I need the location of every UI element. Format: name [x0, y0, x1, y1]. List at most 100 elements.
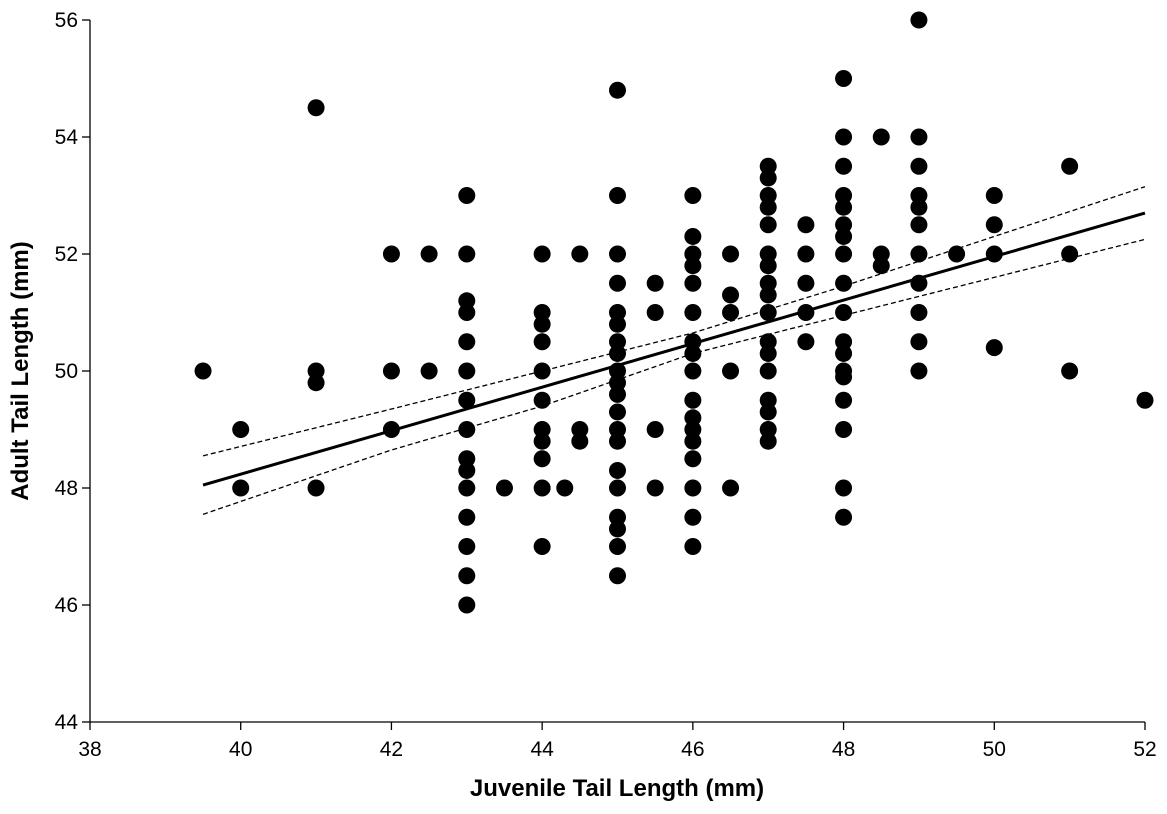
point [684, 274, 702, 292]
point [835, 198, 853, 216]
point [759, 245, 777, 263]
point [571, 432, 589, 450]
point [910, 11, 928, 29]
point [759, 286, 777, 304]
point [910, 245, 928, 263]
point [835, 304, 853, 321]
y-tick-label: 50 [55, 360, 78, 383]
point [609, 567, 626, 585]
point [307, 479, 325, 497]
point [759, 403, 777, 421]
point [458, 567, 476, 585]
point [684, 409, 702, 427]
point [307, 362, 325, 380]
point [722, 245, 740, 263]
point [910, 304, 928, 321]
y-tick-label: 44 [55, 711, 79, 734]
point [533, 304, 551, 321]
point [1136, 391, 1154, 409]
point [609, 520, 626, 538]
point [571, 245, 589, 263]
x-tick-label: 38 [78, 738, 101, 761]
point [759, 362, 777, 380]
point [458, 304, 476, 321]
point [759, 187, 777, 204]
point [759, 169, 777, 187]
point [759, 157, 777, 175]
point [759, 333, 777, 351]
point [382, 362, 400, 380]
point [382, 245, 400, 263]
point [533, 421, 551, 438]
point [797, 216, 815, 234]
point [722, 362, 740, 380]
point [759, 198, 777, 216]
x-tick-label: 46 [681, 738, 704, 761]
point [458, 391, 476, 409]
point [609, 344, 626, 362]
point [684, 508, 702, 526]
point [910, 216, 928, 234]
fit-line [202, 211, 1146, 487]
point [646, 421, 664, 438]
point [458, 421, 476, 438]
point [684, 227, 702, 245]
point [646, 479, 664, 497]
point [722, 479, 740, 497]
point [835, 216, 853, 234]
point [609, 385, 626, 403]
point [872, 257, 890, 275]
point [609, 304, 626, 321]
point [609, 479, 626, 497]
point [609, 187, 626, 204]
point [1061, 245, 1079, 263]
point [684, 304, 702, 321]
point [646, 274, 664, 292]
point [458, 292, 476, 310]
y-axis-title: Adult Tail Length (mm) [7, 241, 34, 501]
point [533, 538, 551, 555]
point [684, 479, 702, 497]
point [458, 596, 476, 614]
point [722, 286, 740, 304]
point [533, 432, 551, 450]
point [910, 128, 928, 146]
point [835, 344, 853, 362]
point [609, 421, 626, 438]
point [609, 538, 626, 555]
point [835, 479, 853, 497]
point [495, 479, 513, 497]
point [533, 479, 551, 497]
point [458, 479, 476, 497]
point [458, 245, 476, 263]
y-tick-label: 52 [55, 243, 78, 266]
point [533, 362, 551, 380]
point [307, 99, 325, 117]
point [684, 538, 702, 555]
point [307, 374, 325, 392]
point [684, 421, 702, 438]
y-tick-label: 48 [55, 477, 78, 500]
point [835, 333, 853, 351]
point [985, 187, 1003, 204]
point [872, 128, 890, 146]
point [910, 198, 928, 216]
point [872, 245, 890, 263]
point [609, 245, 626, 263]
point [684, 245, 702, 263]
point [684, 362, 702, 380]
point [759, 421, 777, 438]
point [684, 257, 702, 275]
point [759, 257, 777, 275]
point [835, 391, 853, 409]
point [1061, 362, 1079, 380]
confidence-band [202, 186, 1146, 457]
point [194, 362, 212, 380]
point [797, 274, 815, 292]
point [684, 391, 702, 409]
point [609, 403, 626, 421]
point [1061, 157, 1079, 175]
point [458, 538, 476, 555]
point [533, 245, 551, 263]
